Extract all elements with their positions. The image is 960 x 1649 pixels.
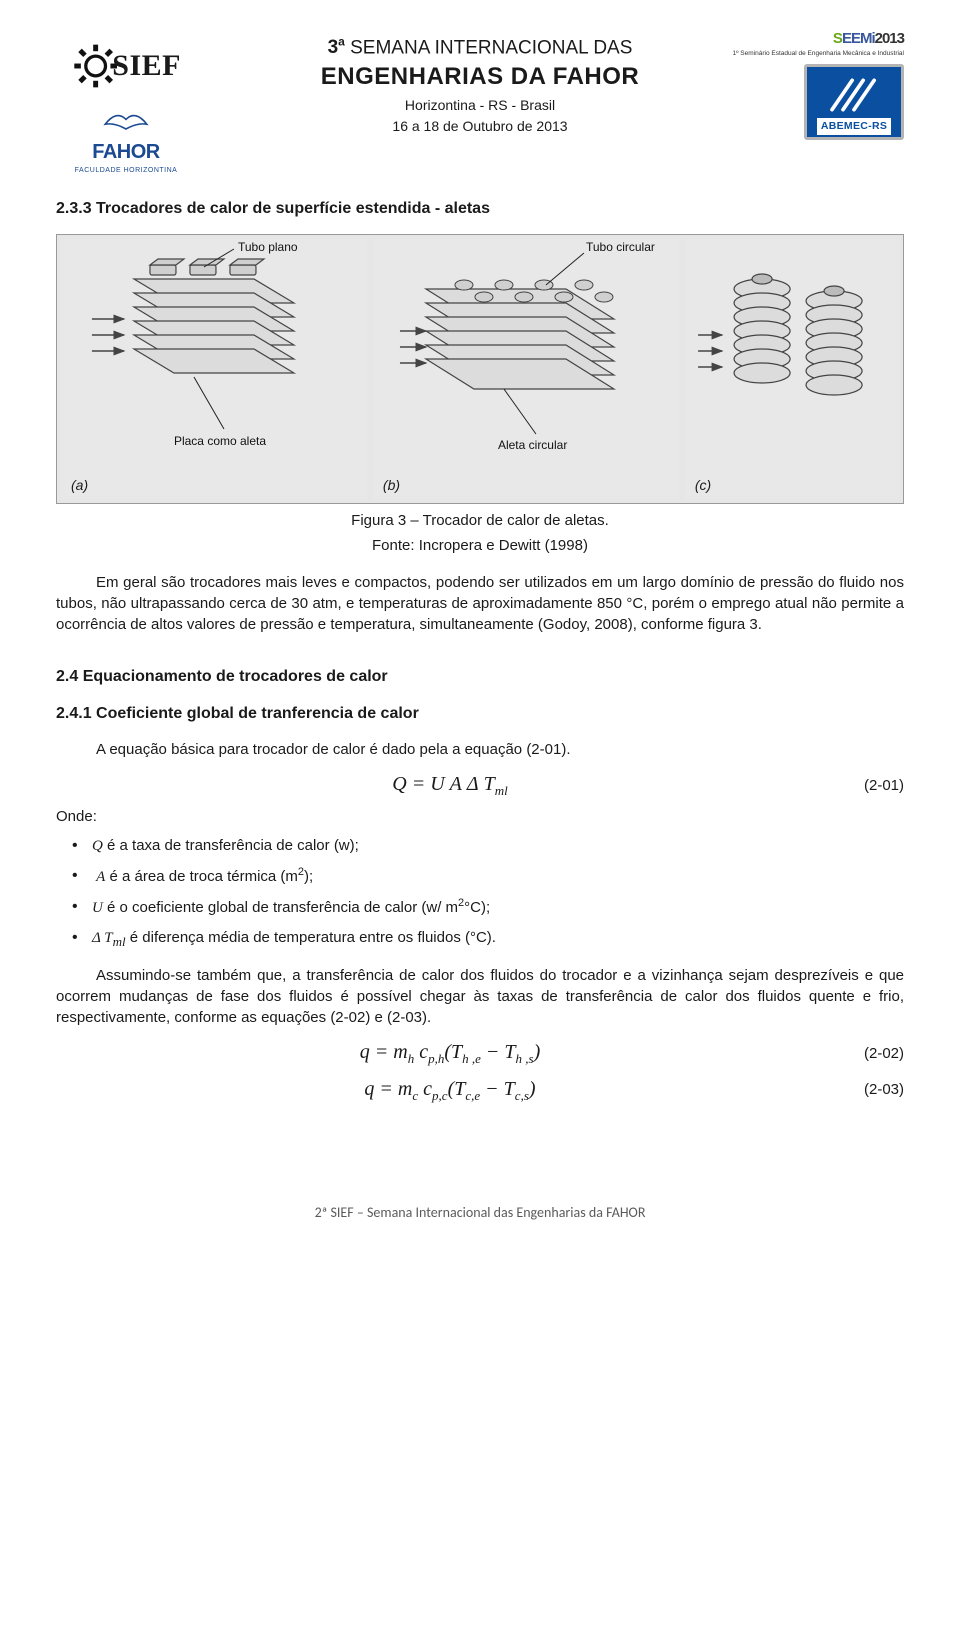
right-logos: SEEMi2013 1º Seminário Estadual de Engen… [764, 28, 904, 140]
fahor-text: FAHOR [92, 138, 160, 166]
b3a: é o coeficiente global de transferência … [103, 899, 458, 916]
seemi-s: S [833, 30, 842, 47]
b2b: ); [304, 868, 313, 885]
title-prefix: 3 [328, 37, 339, 58]
onde-label: Onde: [56, 806, 904, 827]
sief-logo: SIEF [71, 28, 181, 104]
fahor-bird-icon [102, 104, 150, 138]
panel-label-c: (c) [695, 476, 711, 496]
title-line1-rest: SEMANA INTERNACIONAL DAS [345, 37, 633, 58]
panel-label-a: (a) [71, 476, 88, 496]
header-title-block: 3a SEMANA INTERNACIONAL DAS ENGENHARIAS … [210, 28, 750, 137]
body-233: Em geral são trocadores mais leves e com… [56, 572, 904, 635]
figure-3: Tubo plano Placa como aleta (a) [56, 234, 904, 504]
b3b: °C); [464, 899, 490, 916]
figure-3-panel-b: Tubo circular Aleta circular (b) [373, 239, 679, 499]
b2a: é a área de troca térmica (m [105, 868, 298, 885]
figure-3-caption: Figura 3 – Trocador de calor de aletas. [56, 510, 904, 531]
eq-num-201: (2-01) [844, 775, 904, 796]
label-aleta-circ: Aleta circular [498, 438, 567, 452]
seemi-sub: 1º Seminário Estadual de Engenharia Mecâ… [733, 49, 904, 58]
heading-233: 2.3.3 Trocadores de calor de superfície … [56, 198, 904, 220]
figure-3-panel-c: (c) [685, 239, 899, 499]
eq-num-203: (2-03) [844, 1079, 904, 1100]
b4: é diferença média de temperatura entre o… [126, 929, 496, 946]
subtitle-loc: Horizontina - RS - Brasil [210, 96, 750, 116]
title-line1: 3a SEMANA INTERNACIONAL DAS [210, 34, 750, 62]
equation-2-02: q = mh cp,h(Th ,e − Th ,s) (2-02) [56, 1038, 904, 1068]
sief-text: SIEF [112, 45, 181, 87]
abemec-icon [826, 73, 882, 117]
fahor-sub: FACULDADE HORIZONTINA [75, 166, 178, 176]
fahor-logo: FAHOR FACULDADE HORIZONTINA [66, 104, 186, 176]
seemi-eemi: EEMi [842, 30, 875, 47]
seemi-logo: SEEMi2013 1º Seminário Estadual de Engen… [733, 28, 904, 58]
intro-241: A equação básica para trocador de calor … [56, 739, 904, 760]
para-assumindo: Assumindo-se também que, a transferência… [56, 965, 904, 1028]
title-sup: a [338, 35, 345, 49]
page-header: SIEF FAHOR FACULDADE HORIZONTINA 3a SEMA… [56, 28, 904, 176]
figure-3-panel-a: Tubo plano Placa como aleta (a) [61, 239, 367, 499]
list-item: Q é a taxa de transferência de calor (w)… [92, 835, 904, 857]
abemec-label: ABEMEC-RS [817, 118, 891, 135]
heading-24: 2.4 Equacionamento de trocadores de calo… [56, 666, 904, 688]
figure-3-source: Fonte: Incropera e Dewitt (1998) [56, 535, 904, 556]
page-footer: 2ª SIEF – Semana Internacional das Engen… [0, 1203, 960, 1223]
subtitle-date: 16 a 18 de Outubro de 2013 [210, 117, 750, 137]
b1: é a taxa de transferência de calor (w); [103, 837, 359, 854]
panel-label-b: (b) [383, 476, 400, 496]
equation-2-01: Q = U A Δ Tml (2-01) [56, 770, 904, 800]
list-item: U é o coeficiente global de transferênci… [92, 896, 904, 919]
symbol-list: Q é a taxa de transferência de calor (w)… [56, 835, 904, 951]
label-tubo-circ: Tubo circular [586, 240, 655, 254]
left-logos: SIEF FAHOR FACULDADE HORIZONTINA [56, 28, 196, 176]
title-line2: ENGENHARIAS DA FAHOR [210, 60, 750, 94]
seemi-year: 2013 [875, 30, 904, 47]
abemec-logo: ABEMEC-RS [804, 64, 904, 140]
label-tubo-plano: Tubo plano [238, 240, 298, 254]
equation-2-03: q = mc cp,c(Tc,e − Tc,s) (2-03) [56, 1075, 904, 1105]
heading-241: 2.4.1 Coeficiente global de tranferencia… [56, 703, 904, 725]
eq-num-202: (2-02) [844, 1043, 904, 1064]
list-item: Δ Tml é diferença média de temperatura e… [92, 927, 904, 951]
list-item: A é a área de troca térmica (m2); [92, 865, 904, 888]
label-placa: Placa como aleta [174, 434, 266, 448]
